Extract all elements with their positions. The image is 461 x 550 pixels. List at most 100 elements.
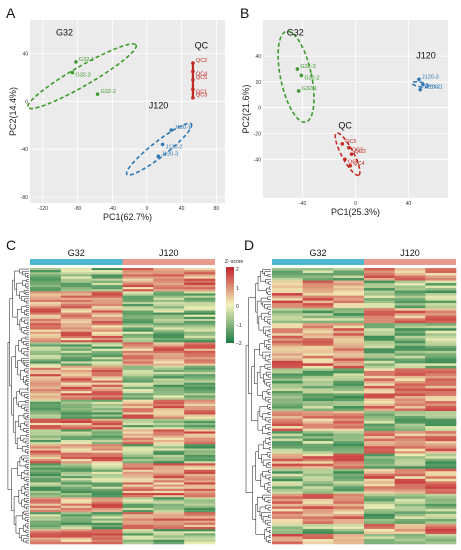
dendrogram-branch [21, 486, 25, 494]
point-label: QC2 [352, 148, 363, 154]
heatmap-cell [122, 270, 154, 273]
heatmap-cell [153, 510, 185, 513]
heatmap-cell [425, 461, 457, 465]
heatmap-cell [394, 483, 426, 487]
heatmap-cell [302, 308, 334, 311]
heatmap-cell [333, 290, 365, 294]
heatmap-cell [364, 506, 395, 510]
heatmap-cell [394, 496, 426, 500]
heatmap-cell [60, 346, 92, 349]
heatmap-cell [364, 300, 395, 304]
dendrogram-branch [26, 459, 29, 463]
heatmap-cell [364, 493, 395, 497]
heatmap-cell [333, 295, 365, 299]
heatmap-cell [30, 270, 62, 273]
heatmap-cell [30, 522, 62, 526]
dendrogram-branch [268, 437, 271, 441]
heatmap-cell [425, 395, 457, 399]
heatmap-cell [184, 378, 216, 381]
dendrogram-branch [22, 270, 29, 276]
heatmap-cell [425, 478, 457, 482]
plot-background [30, 20, 225, 203]
heatmap-cell [122, 344, 154, 347]
dendrogram-branch [267, 522, 271, 526]
dendrogram-branch [26, 347, 29, 350]
heatmap-cell [425, 486, 457, 490]
heatmap-cell [333, 533, 365, 537]
heatmap-cell [364, 268, 395, 271]
heatmap-cell [425, 400, 457, 404]
dendrogram-branch [21, 296, 29, 301]
heatmap-cell [333, 453, 365, 457]
heatmap-cell [302, 411, 334, 414]
group-label: J120 [416, 51, 436, 61]
heatmap-cell [272, 270, 303, 274]
heatmap-cell [272, 476, 303, 480]
heatmap-cell [122, 537, 154, 541]
dendrogram-branch [264, 340, 269, 347]
heatmap-cell [333, 528, 365, 532]
heatmap-cell [333, 293, 365, 296]
heatmap-cell [364, 533, 395, 537]
heatmap-cell [302, 368, 334, 372]
heatmap-cell [364, 318, 395, 321]
heatmap-cell [184, 299, 216, 303]
point-label: QC5 [196, 75, 207, 81]
heatmap-cell [60, 312, 92, 316]
heatmap-cell [30, 391, 62, 394]
heatmap-cell [184, 476, 216, 479]
heatmap-cell [153, 497, 185, 500]
heatmap-cell [122, 448, 154, 451]
heatmap-cell [122, 518, 154, 521]
dendrogram-branch [27, 415, 29, 418]
data-point [191, 78, 195, 82]
heatmap-cell [272, 348, 303, 352]
heatmap-cell [394, 353, 426, 357]
heatmap-cell [425, 308, 457, 311]
heatmap-cell [91, 463, 123, 466]
heatmap-cell [153, 397, 185, 400]
heatmap-cell [302, 491, 334, 495]
heatmap-cell [153, 527, 185, 530]
heatmap-cell [394, 468, 426, 472]
heatmap-cell [302, 528, 334, 532]
heatmap-cell [30, 291, 62, 294]
heatmap-cell [30, 410, 62, 413]
heatmap-cell [394, 310, 426, 314]
heatmap-cell [333, 283, 365, 286]
heatmap-cell [91, 329, 123, 332]
heatmap-cell [153, 471, 185, 475]
heatmap-cell [30, 338, 62, 341]
heatmap-cell [91, 518, 123, 521]
heatmap-cell [425, 278, 457, 281]
heatmap-cell [184, 391, 216, 394]
point-label: J120-2 [166, 144, 183, 150]
heatmap-cell [122, 295, 154, 299]
heatmap-cell [333, 403, 365, 407]
heatmap-cell [153, 410, 185, 413]
dendrogram-branch [265, 279, 271, 284]
heatmap-cell [184, 282, 216, 286]
point-label: J120-1 [426, 84, 443, 90]
heatmap-cell [91, 520, 123, 524]
heatmap-cell [60, 397, 92, 400]
heatmap-cell [302, 355, 334, 359]
dendrogram-branch [16, 391, 20, 405]
heatmap-cell [60, 471, 92, 475]
heatmap-cell [425, 521, 457, 525]
heatmap-cell [91, 280, 123, 284]
heatmap-cell [60, 399, 92, 403]
heatmap-cell [30, 444, 62, 447]
heatmap-cell [91, 395, 123, 398]
heatmap-cell [364, 481, 395, 485]
heatmap-cell [272, 461, 303, 465]
heatmap-cell [122, 452, 154, 456]
heatmap-cell [122, 325, 154, 328]
dendrogram-branch [18, 401, 26, 408]
heatmap-cell [394, 355, 426, 359]
heatmap-cell [333, 270, 365, 274]
heatmap-cell [30, 408, 62, 411]
heatmap-cell [394, 268, 426, 271]
heatmap-cell [60, 425, 92, 428]
